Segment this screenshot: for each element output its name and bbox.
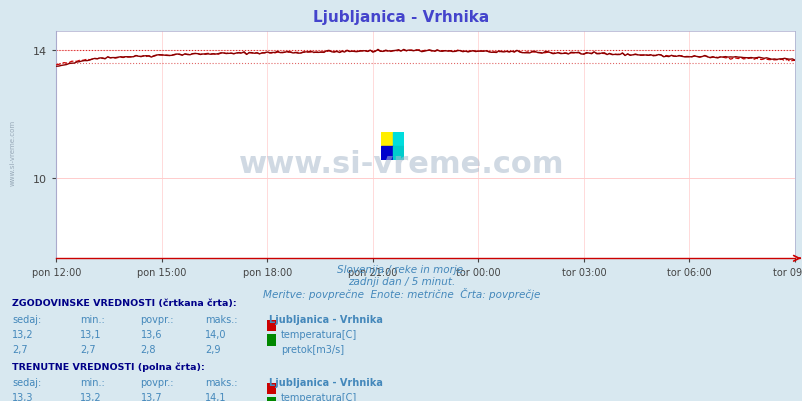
Text: 13,7: 13,7 [140,392,162,401]
Text: temperatura[C]: temperatura[C] [281,392,357,401]
Polygon shape [381,146,392,160]
Text: 14,1: 14,1 [205,392,226,401]
Text: Slovenija / reke in morje.: Slovenija / reke in morje. [336,265,466,275]
Text: pretok[m3/s]: pretok[m3/s] [281,344,344,354]
Text: ZGODOVINSKE VREDNOSTI (črtkana črta):: ZGODOVINSKE VREDNOSTI (črtkana črta): [12,299,237,308]
Text: maks.:: maks.: [205,377,237,387]
Text: Ljubljanica - Vrhnika: Ljubljanica - Vrhnika [269,314,383,324]
Text: 13,1: 13,1 [80,329,102,339]
Text: 13,2: 13,2 [12,329,34,339]
Text: 13,2: 13,2 [80,392,102,401]
Text: povpr.:: povpr.: [140,377,174,387]
Polygon shape [392,146,403,160]
Text: sedaj:: sedaj: [12,314,41,324]
Text: Meritve: povprečne  Enote: metrične  Črta: povprečje: Meritve: povprečne Enote: metrične Črta:… [262,287,540,299]
Text: 2,7: 2,7 [80,344,95,354]
Text: sedaj:: sedaj: [12,377,41,387]
Polygon shape [381,132,392,146]
Text: 14,0: 14,0 [205,329,226,339]
Text: Ljubljanica - Vrhnika: Ljubljanica - Vrhnika [269,377,383,387]
Text: 13,3: 13,3 [12,392,34,401]
Text: zadnji dan / 5 minut.: zadnji dan / 5 minut. [347,276,455,286]
Text: www.si-vreme.com: www.si-vreme.com [238,150,564,179]
Text: TRENUTNE VREDNOSTI (polna črta):: TRENUTNE VREDNOSTI (polna črta): [12,362,205,371]
Text: 2,7: 2,7 [12,344,27,354]
Text: maks.:: maks.: [205,314,237,324]
Text: min.:: min.: [80,377,105,387]
Text: min.:: min.: [80,314,105,324]
Text: 13,6: 13,6 [140,329,162,339]
Text: Ljubljanica - Vrhnika: Ljubljanica - Vrhnika [313,10,489,25]
Text: povpr.:: povpr.: [140,314,174,324]
Text: www.si-vreme.com: www.si-vreme.com [10,119,15,185]
Text: 2,8: 2,8 [140,344,156,354]
Text: 2,9: 2,9 [205,344,220,354]
Polygon shape [392,132,403,146]
Text: temperatura[C]: temperatura[C] [281,329,357,339]
